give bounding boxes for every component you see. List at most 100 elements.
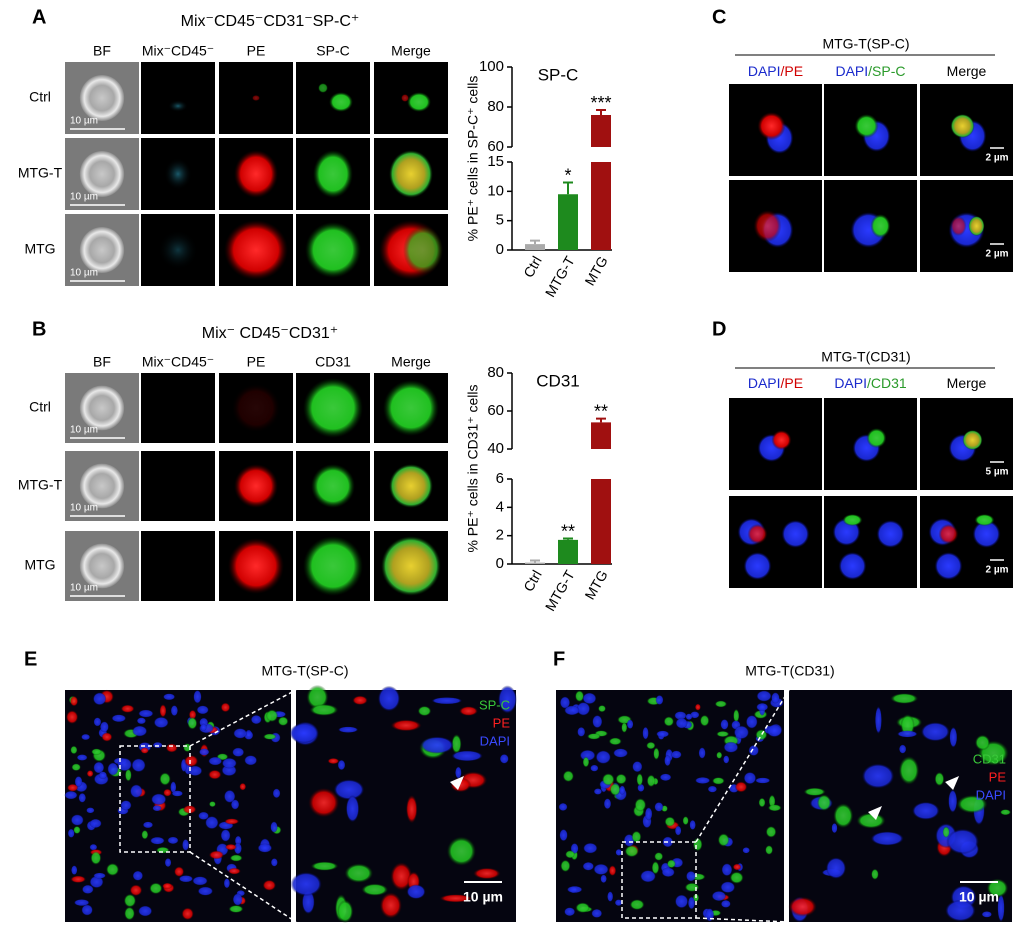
signal	[263, 733, 277, 740]
signal	[389, 464, 433, 508]
signal	[86, 770, 94, 778]
signal	[224, 818, 240, 825]
signal	[705, 908, 715, 922]
signal	[70, 745, 78, 755]
signal	[162, 882, 173, 890]
signal	[290, 872, 322, 897]
signal	[631, 830, 642, 843]
signal	[920, 722, 950, 742]
x-tick-label: MTG-T	[542, 567, 578, 614]
signal	[950, 216, 967, 236]
error-bar	[596, 417, 606, 423]
signal	[138, 709, 154, 718]
signal	[590, 764, 599, 772]
signal	[842, 514, 863, 526]
signal	[379, 892, 402, 919]
bar	[558, 539, 578, 564]
y-axis-label: % PE⁺ cells in CD31⁺ cells	[465, 384, 481, 552]
signal	[974, 514, 995, 526]
signal	[220, 702, 231, 713]
signal	[636, 773, 644, 787]
signal	[205, 815, 219, 830]
x-tick-label: MTG-T	[542, 253, 578, 300]
signal	[946, 828, 980, 855]
signal	[188, 709, 197, 720]
signal	[303, 378, 363, 438]
signal	[566, 885, 583, 894]
signal	[666, 859, 676, 869]
scale-label: 10 µm	[70, 116, 98, 127]
micrograph	[141, 451, 215, 521]
signal	[945, 899, 976, 922]
signal	[170, 705, 178, 717]
signal	[223, 789, 236, 803]
signal	[603, 798, 612, 810]
signal	[624, 845, 639, 858]
signal	[329, 92, 353, 112]
signal	[333, 779, 365, 800]
signal	[163, 693, 176, 701]
signal	[591, 908, 603, 918]
signal	[309, 704, 339, 716]
signal	[663, 716, 675, 727]
signal	[234, 464, 278, 508]
signal	[390, 719, 422, 732]
signal	[91, 748, 102, 756]
signal	[938, 524, 959, 544]
signal	[558, 802, 568, 812]
signal	[193, 689, 202, 704]
signal	[560, 859, 571, 873]
significance: ***	[590, 93, 611, 113]
signal	[498, 685, 517, 714]
signal	[890, 693, 919, 704]
panel-title: MTG-T(SP-C)	[822, 36, 909, 52]
signal	[352, 695, 368, 706]
chart-title: CD31	[536, 371, 579, 390]
panel-title: Mix⁻ CD45⁻CD31⁺	[202, 325, 338, 342]
signal	[289, 723, 319, 744]
signal	[950, 114, 975, 138]
signal	[98, 771, 108, 780]
cell-image	[79, 463, 125, 509]
signal	[171, 790, 184, 797]
signal	[337, 759, 346, 771]
signal	[670, 750, 682, 759]
signal	[459, 706, 479, 716]
signal	[233, 728, 248, 739]
signal	[73, 825, 81, 835]
signal	[228, 905, 244, 913]
signal	[861, 763, 895, 789]
signal	[149, 882, 163, 895]
signal	[661, 867, 675, 878]
signal	[377, 685, 401, 712]
signal	[765, 825, 777, 838]
signal	[250, 714, 262, 725]
signal	[221, 757, 237, 769]
signal	[694, 703, 701, 711]
signal	[272, 788, 281, 799]
signal	[934, 552, 963, 580]
signal	[181, 907, 194, 921]
signal	[608, 737, 622, 746]
signal	[327, 757, 340, 765]
signal	[405, 794, 418, 824]
x-tick-label: Ctrl	[520, 567, 545, 594]
signal	[159, 772, 171, 786]
signal	[593, 863, 609, 876]
signal	[232, 893, 243, 906]
signal	[816, 794, 832, 811]
signal	[70, 875, 87, 883]
signal	[733, 708, 740, 723]
signal	[771, 430, 792, 450]
row-label: Ctrl	[29, 89, 51, 105]
signal	[89, 818, 102, 829]
signal	[455, 766, 462, 779]
signal	[694, 777, 711, 784]
signal	[999, 809, 1011, 816]
signal	[107, 762, 119, 776]
signal	[564, 705, 580, 716]
header-part: Merge	[947, 63, 987, 79]
signal	[313, 150, 353, 198]
signal	[574, 690, 585, 702]
signal	[90, 851, 102, 865]
